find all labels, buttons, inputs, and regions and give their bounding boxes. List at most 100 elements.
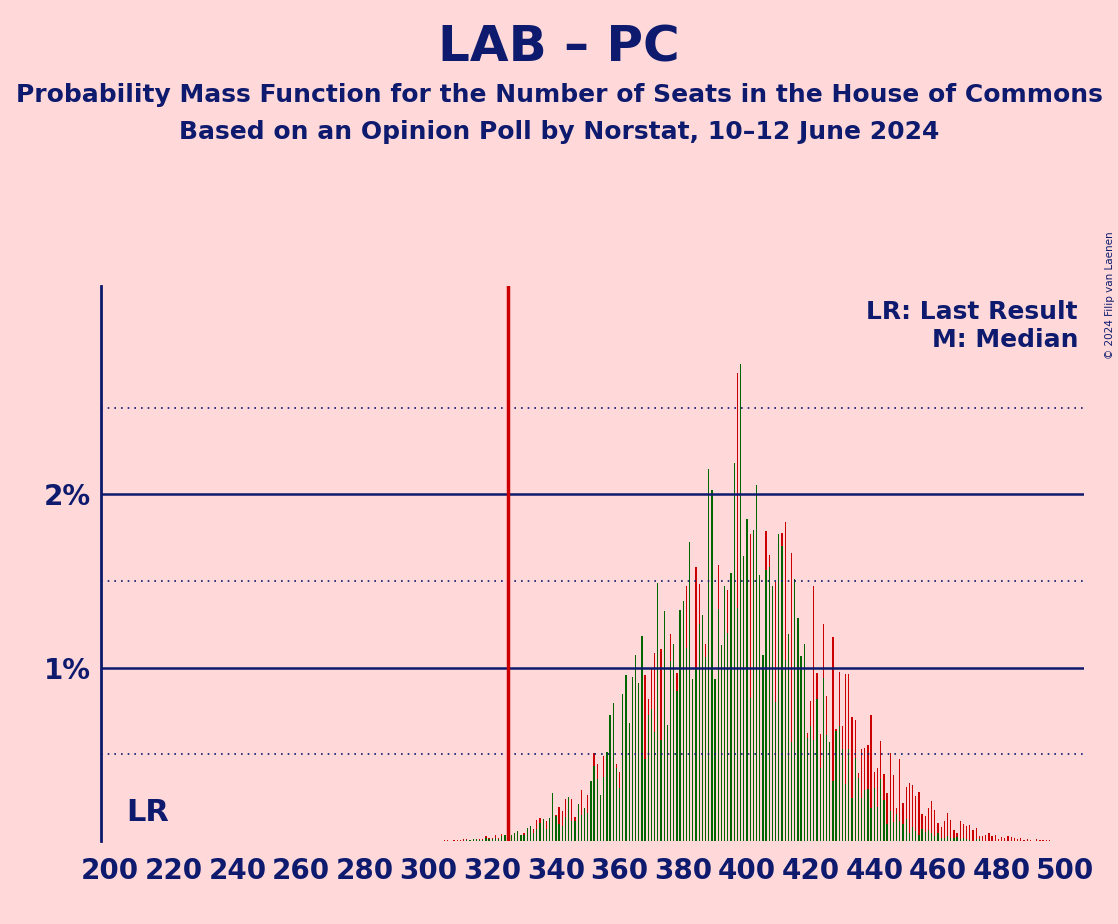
Bar — [816, 699, 817, 841]
Bar — [963, 824, 964, 841]
Bar — [902, 803, 903, 841]
Bar — [819, 734, 821, 841]
Bar — [559, 808, 560, 841]
Bar — [613, 703, 614, 841]
Bar — [580, 790, 582, 841]
Bar — [727, 590, 729, 841]
Bar — [969, 825, 970, 841]
Bar — [689, 542, 690, 841]
Bar — [571, 821, 572, 841]
Bar — [749, 699, 751, 841]
Text: © 2024 Filip van Laenen: © 2024 Filip van Laenen — [1105, 231, 1115, 359]
Bar — [1045, 840, 1046, 841]
Bar — [883, 800, 884, 841]
Bar — [890, 753, 891, 841]
Bar — [849, 674, 850, 841]
Bar — [944, 821, 945, 841]
Bar — [644, 760, 646, 841]
Bar — [511, 836, 512, 841]
Bar — [740, 479, 741, 841]
Bar — [479, 839, 480, 841]
Bar — [957, 833, 958, 841]
Bar — [479, 840, 480, 841]
Bar — [1007, 836, 1008, 841]
Bar — [632, 676, 633, 841]
Bar — [565, 817, 566, 841]
Bar — [845, 784, 846, 841]
Bar — [737, 608, 738, 841]
Bar — [504, 835, 505, 841]
Bar — [549, 831, 550, 841]
Bar — [743, 699, 745, 841]
Bar — [590, 782, 591, 841]
Bar — [756, 517, 757, 841]
Bar — [518, 831, 519, 841]
Bar — [546, 821, 547, 841]
Bar — [530, 826, 531, 841]
Bar — [724, 586, 726, 841]
Bar — [466, 840, 467, 841]
Bar — [963, 838, 964, 841]
Bar — [549, 819, 550, 841]
Bar — [721, 645, 722, 841]
Bar — [912, 827, 913, 841]
Bar — [835, 729, 836, 841]
Bar — [501, 834, 502, 841]
Bar — [673, 644, 674, 841]
Bar — [912, 785, 913, 841]
Bar — [1004, 838, 1005, 841]
Bar — [966, 839, 967, 841]
Bar — [594, 753, 595, 841]
Bar — [600, 796, 601, 841]
Bar — [852, 717, 853, 841]
Bar — [542, 820, 543, 841]
Bar — [906, 819, 907, 841]
Bar — [858, 778, 859, 841]
Bar — [654, 652, 655, 841]
Bar — [759, 632, 760, 841]
Bar — [807, 738, 808, 841]
Bar — [849, 748, 850, 841]
Bar — [1017, 839, 1018, 841]
Bar — [915, 796, 917, 841]
Text: M: Median: M: Median — [931, 328, 1078, 352]
Bar — [657, 681, 659, 841]
Bar — [718, 565, 719, 841]
Bar — [826, 696, 827, 841]
Bar — [830, 760, 831, 841]
Bar — [954, 830, 955, 841]
Text: LR: Last Result: LR: Last Result — [866, 300, 1078, 324]
Bar — [931, 801, 932, 841]
Bar — [651, 668, 652, 841]
Bar — [508, 838, 509, 841]
Bar — [978, 839, 980, 841]
Bar — [950, 838, 951, 841]
Bar — [887, 824, 888, 841]
Bar — [666, 725, 667, 841]
Bar — [711, 655, 712, 841]
Bar — [676, 673, 678, 841]
Bar — [896, 814, 898, 841]
Bar — [838, 726, 840, 841]
Bar — [702, 615, 703, 841]
Bar — [775, 581, 776, 841]
Bar — [887, 794, 888, 841]
Bar — [752, 529, 754, 841]
Bar — [622, 694, 624, 841]
Bar — [797, 735, 798, 841]
Bar — [880, 741, 881, 841]
Bar — [800, 732, 802, 841]
Bar — [823, 625, 824, 841]
Bar — [1020, 838, 1022, 841]
Bar — [743, 556, 745, 841]
Bar — [489, 838, 490, 841]
Bar — [664, 611, 665, 841]
Bar — [692, 678, 693, 841]
Bar — [940, 827, 941, 841]
Bar — [482, 839, 483, 841]
Bar — [995, 835, 996, 841]
Bar — [508, 833, 509, 841]
Bar — [771, 586, 773, 841]
Bar — [657, 583, 659, 841]
Bar — [625, 675, 626, 841]
